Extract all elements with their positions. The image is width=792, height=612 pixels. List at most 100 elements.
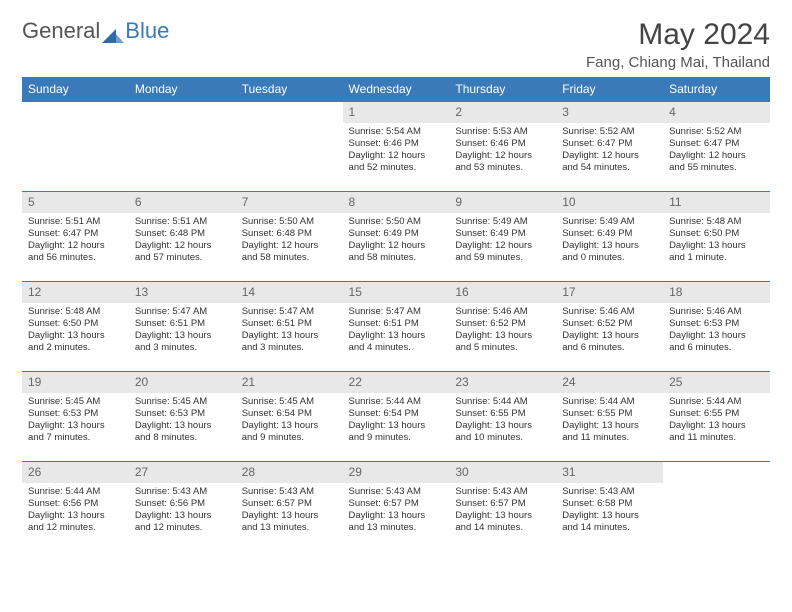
day-content: Sunrise: 5:44 AMSunset: 6:55 PMDaylight:… [449,396,556,448]
weekday-friday: Friday [556,77,663,102]
calendar-day-cell: 18 Sunrise: 5:46 AMSunset: 6:53 PMDayligh… [663,282,770,372]
sunset-text: Sunset: 6:46 PM [349,138,444,150]
daylight-text: Daylight: 13 hours and 5 minutes. [455,330,550,354]
calendar-day-cell: 25Sunrise: 5:44 AMSunset: 6:55 PMDayligh… [663,372,770,462]
day-number: 18 [663,282,770,303]
sunrise-text: Sunrise: 5:46 AM [669,306,764,318]
calendar-day-cell: 26Sunrise: 5:44 AMSunset: 6:56 PMDayligh… [22,462,129,552]
daylight-text: Daylight: 13 hours and 6 minutes. [669,330,764,354]
sunset-text: Sunset: 6:51 PM [135,318,230,330]
sunrise-text: Sunrise: 5:45 AM [135,396,230,408]
day-content: Sunrise: 5:54 AMSunset: 6:46 PMDaylight:… [343,126,450,178]
day-content: Sunrise: 5:43 AMSunset: 6:58 PMDaylight:… [556,486,663,538]
day-content: Sunrise: 5:44 AMSunset: 6:55 PMDaylight:… [663,396,770,448]
sunrise-text: Sunrise: 5:51 AM [135,216,230,228]
daylight-text: Daylight: 13 hours and 8 minutes. [135,420,230,444]
title-block: May 2024 Fang, Chiang Mai, Thailand [586,18,770,71]
sunrise-text: Sunrise: 5:53 AM [455,126,550,138]
sunrise-text: Sunrise: 5:47 AM [349,306,444,318]
day-number: 9 [449,192,556,213]
day-number: 2 [449,102,556,123]
sunset-text: Sunset: 6:51 PM [349,318,444,330]
daylight-text: Daylight: 13 hours and 9 minutes. [349,420,444,444]
day-content: Sunrise: 5:45 AMSunset: 6:53 PMDaylight:… [129,396,236,448]
day-content: Sunrise: 5:52 AMSunset: 6:47 PMDaylight:… [556,126,663,178]
sunset-text: Sunset: 6:55 PM [455,408,550,420]
brand-triangle-icon [102,23,124,39]
day-content: Sunrise: 5:48 AMSunset: 6:50 PMDaylight:… [663,216,770,268]
sunset-text: Sunset: 6:55 PM [562,408,657,420]
sunset-text: Sunset: 6:52 PM [562,318,657,330]
daylight-text: Daylight: 13 hours and 13 minutes. [242,510,337,534]
daylight-text: Daylight: 13 hours and 14 minutes. [455,510,550,534]
daylight-text: Daylight: 12 hours and 59 minutes. [455,240,550,264]
calendar-day-cell: 23 Sunrise: 5:44 AMSunset: 6:55 PMDayligh… [449,372,556,462]
month-title: May 2024 [586,18,770,52]
sunset-text: Sunset: 6:58 PM [562,498,657,510]
day-number: 26 [22,462,129,483]
header: General Blue May 2024 Fang, Chiang Mai, … [22,18,770,71]
calendar-day-cell: 10Sunrise: 5:49 AMSunset: 6:49 PMDayligh… [556,192,663,282]
weekday-saturday: Saturday [663,77,770,102]
brand-part2: Blue [125,18,169,44]
daylight-text: Daylight: 12 hours and 57 minutes. [135,240,230,264]
calendar-day-cell: 4Sunrise: 5:52 AMSunset: 6:47 PMDaylight… [663,102,770,192]
calendar-day-cell: 16 Sunrise: 5:46 AMSunset: 6:52 PMDayligh… [449,282,556,372]
day-number: 16 [449,282,556,303]
weekday-wednesday: Wednesday [343,77,450,102]
sunset-text: Sunset: 6:57 PM [349,498,444,510]
day-content: Sunrise: 5:51 AMSunset: 6:48 PMDaylight:… [129,216,236,268]
sunrise-text: Sunrise: 5:44 AM [562,396,657,408]
sunrise-text: Sunrise: 5:46 AM [562,306,657,318]
day-number: 29 [343,462,450,483]
sunset-text: Sunset: 6:50 PM [669,228,764,240]
calendar-day-cell: 21 Sunrise: 5:45 AMSunset: 6:54 PMDayligh… [236,372,343,462]
sunrise-text: Sunrise: 5:54 AM [349,126,444,138]
sunrise-text: Sunrise: 5:52 AM [669,126,764,138]
brand-logo: General Blue [22,18,169,44]
daylight-text: Daylight: 12 hours and 56 minutes. [28,240,123,264]
daylight-text: Daylight: 13 hours and 9 minutes. [242,420,337,444]
day-number: 15 [343,282,450,303]
day-content: Sunrise: 5:50 AMSunset: 6:49 PMDaylight:… [343,216,450,268]
calendar-day-cell [663,462,770,552]
day-number: 27 [129,462,236,483]
calendar-day-cell: 28Sunrise: 5:43 AMSunset: 6:57 PMDayligh… [236,462,343,552]
calendar-day-cell: 3Sunrise: 5:52 AMSunset: 6:47 PMDaylight… [556,102,663,192]
day-number: 21 [236,372,343,393]
sunset-text: Sunset: 6:57 PM [242,498,337,510]
day-content: Sunrise: 5:44 AMSunset: 6:55 PMDaylight:… [556,396,663,448]
day-content: Sunrise: 5:44 AMSunset: 6:54 PMDaylight:… [343,396,450,448]
daylight-text: Daylight: 13 hours and 6 minutes. [562,330,657,354]
day-number: 23 [449,372,556,393]
daylight-text: Daylight: 13 hours and 11 minutes. [669,420,764,444]
day-number: 5 [22,192,129,213]
sunrise-text: Sunrise: 5:46 AM [455,306,550,318]
day-content: Sunrise: 5:46 AMSunset: 6:53 PMDaylight:… [663,306,770,358]
day-content: Sunrise: 5:47 AMSunset: 6:51 PMDaylight:… [129,306,236,358]
day-content: Sunrise: 5:45 AMSunset: 6:54 PMDaylight:… [236,396,343,448]
calendar-day-cell: 22Sunrise: 5:44 AMSunset: 6:54 PMDayligh… [343,372,450,462]
calendar-week-row: 5 Sunrise: 5:51 AMSunset: 6:47 PMDaylight… [22,192,770,282]
sunset-text: Sunset: 6:47 PM [562,138,657,150]
calendar-day-cell: 14Sunrise: 5:47 AMSunset: 6:51 PMDayligh… [236,282,343,372]
calendar-day-cell [22,102,129,192]
daylight-text: Daylight: 12 hours and 54 minutes. [562,150,657,174]
day-number: 20 [129,372,236,393]
daylight-text: Daylight: 12 hours and 53 minutes. [455,150,550,174]
daylight-text: Daylight: 12 hours and 58 minutes. [349,240,444,264]
sunset-text: Sunset: 6:49 PM [562,228,657,240]
sunset-text: Sunset: 6:55 PM [669,408,764,420]
sunrise-text: Sunrise: 5:51 AM [28,216,123,228]
day-content: Sunrise: 5:51 AMSunset: 6:47 PMDaylight:… [22,216,129,268]
day-content: Sunrise: 5:46 AMSunset: 6:52 PMDaylight:… [449,306,556,358]
daylight-text: Daylight: 13 hours and 1 minute. [669,240,764,264]
sunrise-text: Sunrise: 5:44 AM [28,486,123,498]
calendar-day-cell: 7Sunrise: 5:50 AMSunset: 6:48 PMDaylight… [236,192,343,282]
weekday-monday: Monday [129,77,236,102]
calendar-table: Sunday Monday Tuesday Wednesday Thursday… [22,77,770,552]
day-content: Sunrise: 5:43 AMSunset: 6:57 PMDaylight:… [343,486,450,538]
calendar-day-cell: 1Sunrise: 5:54 AMSunset: 6:46 PMDaylight… [343,102,450,192]
sunset-text: Sunset: 6:53 PM [669,318,764,330]
day-number: 19 [22,372,129,393]
